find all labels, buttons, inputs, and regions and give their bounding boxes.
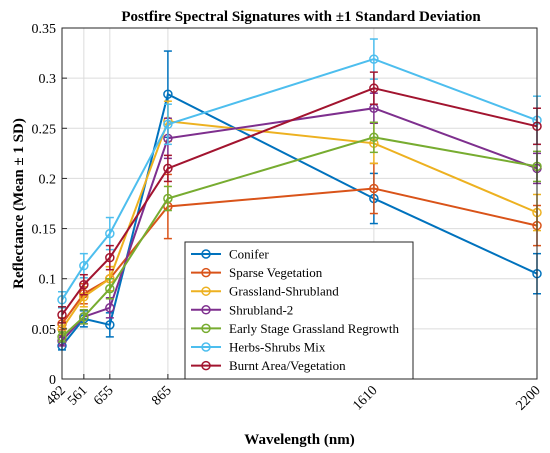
- y-tick-label: 0.15: [32, 223, 57, 238]
- legend-swatch-marker: [201, 360, 211, 371]
- x-tick-label: 561: [65, 383, 90, 408]
- y-axis-label: Reflectance (Mean ± 1 SD): [11, 118, 27, 289]
- data-point: [79, 279, 89, 290]
- series-line: [61, 120, 538, 330]
- legend-swatch-marker: [201, 286, 211, 296]
- chart-title: Postfire Spectral Signatures with ±1 Sta…: [121, 9, 481, 25]
- data-point: [163, 163, 173, 174]
- data-point: [105, 283, 115, 294]
- x-tick-label: 655: [91, 383, 116, 408]
- data-point: [79, 260, 89, 271]
- data-point: [369, 54, 379, 64]
- series-line: [61, 136, 538, 338]
- data-point: [105, 303, 115, 313]
- legend-item: Shrubland-2: [191, 302, 293, 317]
- legend-label: Shrubland-2: [229, 302, 293, 317]
- data-point: [369, 132, 379, 143]
- legend-label: Conifer: [229, 247, 269, 262]
- legend-swatch-marker: [201, 342, 211, 352]
- data-point: [369, 183, 379, 194]
- data-point: [369, 83, 379, 93]
- data-point: [105, 320, 115, 330]
- y-tick-label: 0.1: [39, 273, 57, 288]
- legend-item: Sparse Vegetation: [191, 265, 323, 280]
- y-tick-label: 0.2: [39, 172, 57, 187]
- legend-label: Herbs-Shrubs Mix: [229, 340, 326, 355]
- series-line: [61, 87, 538, 316]
- y-tick-label: 0.3: [39, 72, 57, 87]
- x-tick-label: 2200: [513, 383, 543, 413]
- x-tick-label: 1610: [350, 383, 380, 413]
- series-line: [61, 58, 538, 301]
- x-tick-label: 865: [149, 383, 174, 408]
- data-point: [163, 193, 173, 204]
- data-point: [105, 252, 115, 263]
- data-point: [163, 119, 173, 130]
- x-axis-label: Wavelength (nm): [244, 432, 354, 448]
- legend-swatch-marker: [201, 267, 211, 278]
- legend-item: Burnt Area/Vegetation: [191, 358, 346, 373]
- legend-item: Grassland-Shrubland: [191, 284, 339, 299]
- data-point: [79, 312, 89, 322]
- legend-swatch-marker: [201, 323, 211, 334]
- legend-swatch-marker: [201, 249, 211, 259]
- legend-label: Burnt Area/Vegetation: [229, 358, 346, 373]
- legend-box: [184, 241, 414, 380]
- legend: Conifer Sparse Vegetation Grassland-Shrubl…: [184, 241, 414, 380]
- legend-item: Herbs-Shrubs Mix: [191, 340, 326, 355]
- y-tick-label: 0.05: [32, 323, 57, 338]
- data-point: [163, 89, 173, 99]
- legend-label: Early Stage Grassland Regrowth: [229, 321, 400, 336]
- x-tick-label: 482: [43, 383, 68, 408]
- y-tick-label: 0.25: [32, 122, 57, 137]
- legend-label: Sparse Vegetation: [229, 265, 323, 280]
- legend-swatch-marker: [201, 305, 211, 315]
- legend-item: Conifer: [191, 247, 269, 262]
- legend-item: Early Stage Grassland Regrowth: [191, 321, 400, 336]
- legend-label: Grassland-Shrubland: [229, 284, 339, 299]
- y-tick-label: 0.35: [32, 22, 57, 37]
- y-tick-label: 0: [49, 373, 56, 388]
- data-point: [105, 228, 115, 239]
